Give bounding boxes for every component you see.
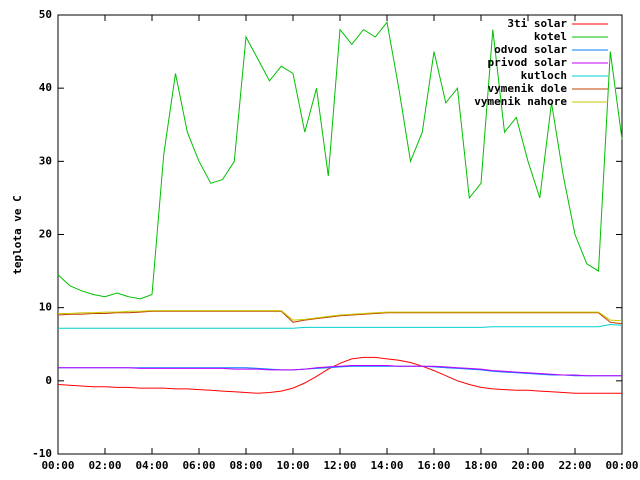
legend-label: vymenik dole <box>488 82 568 95</box>
series-line <box>57 310 623 325</box>
x-tick-label: 22:00 <box>558 459 591 472</box>
series-line <box>58 310 623 322</box>
x-tick-label: 08:00 <box>229 459 262 472</box>
y-tick-label: 20 <box>39 228 52 241</box>
legend-label: vymenik nahore <box>474 95 567 108</box>
y-tick-label: 30 <box>39 154 52 167</box>
series-line <box>58 323 623 329</box>
x-tick-label: 06:00 <box>182 459 215 472</box>
legend-label: privod solar <box>488 56 568 69</box>
y-tick-label: 40 <box>39 81 52 94</box>
x-tick-label: 16:00 <box>417 459 450 472</box>
series-line <box>57 21 623 300</box>
y-tick-label: 10 <box>39 301 52 314</box>
x-tick-label: 14:00 <box>370 459 403 472</box>
y-tick-label: 50 <box>39 8 52 21</box>
legend-label: kotel <box>534 30 567 43</box>
legend-label: 3ti solar <box>507 17 567 30</box>
legend-label: kutloch <box>521 69 567 82</box>
series-line <box>58 365 622 377</box>
x-tick-label: 00:00 <box>41 459 74 472</box>
x-tick-label: 20:00 <box>511 459 544 472</box>
x-tick-label: 04:00 <box>135 459 168 472</box>
y-tick-label: 0 <box>45 374 52 387</box>
series-line <box>57 356 622 394</box>
x-tick-label: 12:00 <box>323 459 356 472</box>
y-axis-label: teplota ve C <box>11 195 24 274</box>
x-tick-label: 02:00 <box>88 459 121 472</box>
series-line <box>58 365 622 377</box>
legend-label: odvod solar <box>494 43 567 56</box>
x-tick-label: 18:00 <box>464 459 497 472</box>
x-tick-label: 00:00 <box>605 459 638 472</box>
y-tick-label: -10 <box>32 447 52 460</box>
x-tick-label: 10:00 <box>276 459 309 472</box>
